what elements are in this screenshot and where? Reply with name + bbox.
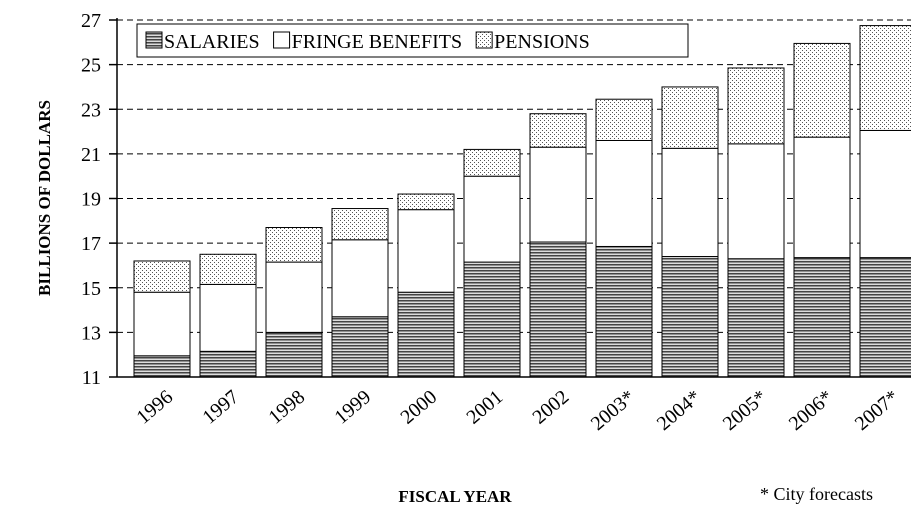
x-axis-title: FISCAL YEAR xyxy=(398,487,512,506)
bar-segment xyxy=(331,316,389,378)
bar-segment xyxy=(859,129,911,259)
bar-segment xyxy=(727,67,785,145)
bar-segment xyxy=(133,260,191,293)
y-tick-label: 27 xyxy=(81,10,101,32)
legend-label: SALARIES xyxy=(164,31,260,53)
bar-segment xyxy=(331,239,389,318)
bar-segment xyxy=(265,227,323,263)
y-tick-label: 21 xyxy=(81,144,101,166)
bar-segment xyxy=(595,98,653,141)
bar-segment xyxy=(463,148,521,177)
legend-label: FRINGE BENEFITS xyxy=(292,31,463,53)
bar-segment xyxy=(199,350,257,378)
legend-label: PENSIONS xyxy=(494,31,590,53)
y-axis-title: BILLIONS OF DOLLARS xyxy=(35,100,54,296)
bar-segment xyxy=(859,25,911,131)
x-tick-label: 2005* xyxy=(719,386,771,435)
x-tick-label: 1996 xyxy=(132,386,177,429)
bar-segment xyxy=(661,256,719,378)
bar-segment xyxy=(595,139,653,247)
y-tick-label: 25 xyxy=(81,55,101,77)
bar-segment xyxy=(727,258,785,378)
x-tick-label: 1998 xyxy=(264,386,309,429)
x-tick-label: 2002 xyxy=(528,386,573,429)
y-tick-label: 15 xyxy=(81,278,101,300)
bar-segment xyxy=(463,175,521,263)
bar-segment xyxy=(397,193,455,211)
legend-swatch xyxy=(273,31,291,49)
bar-segment xyxy=(793,257,851,378)
y-tick-label: 23 xyxy=(81,99,101,121)
bar-segment xyxy=(727,143,785,260)
x-tick-label: 2004* xyxy=(653,386,705,435)
y-tick-label: 13 xyxy=(81,322,101,344)
bar-segment xyxy=(793,42,851,138)
bar-segment xyxy=(463,261,521,378)
x-tick-label: 1997 xyxy=(198,386,243,429)
bar-segment xyxy=(199,253,257,285)
bar-segment xyxy=(859,257,911,378)
legend-box xyxy=(136,23,689,58)
legend-swatch xyxy=(145,31,163,49)
bar-segment xyxy=(331,208,389,241)
x-tick-label: 2003* xyxy=(587,386,639,435)
bar-segment xyxy=(595,245,653,378)
bar-segment xyxy=(265,331,323,378)
x-tick-label: 2001 xyxy=(462,386,507,429)
bar-segment xyxy=(661,86,719,149)
bar-segment xyxy=(133,355,191,378)
x-tick-label: 2007* xyxy=(851,386,903,435)
bar-segment xyxy=(793,136,851,259)
bar-segment xyxy=(133,291,191,357)
annotation: * City forecasts xyxy=(760,484,873,504)
y-tick-label: 19 xyxy=(81,189,101,211)
bar-segment xyxy=(529,113,587,148)
y-tick-label: 17 xyxy=(81,233,101,255)
x-tick-label: 1999 xyxy=(330,386,375,429)
x-tick-label: 2000 xyxy=(396,386,441,429)
bar-segment xyxy=(397,209,455,293)
bar-segment xyxy=(529,241,587,378)
bar-segment xyxy=(199,283,257,352)
bar-segment xyxy=(265,261,323,333)
x-tick-label: 2006* xyxy=(785,386,837,435)
bar-segment xyxy=(529,146,587,243)
bar-segment xyxy=(397,291,455,378)
legend-swatch xyxy=(475,31,493,49)
bar-segment xyxy=(661,147,719,258)
y-tick-label: 11 xyxy=(82,367,101,389)
